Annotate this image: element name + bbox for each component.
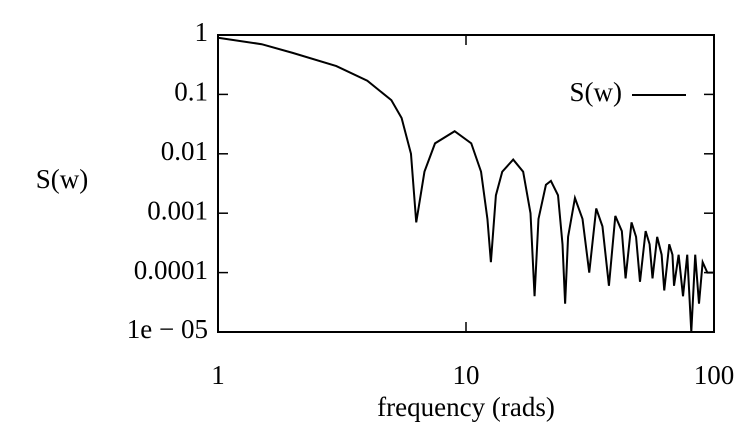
y-tick-label: 0.1 bbox=[174, 77, 208, 107]
data-line bbox=[217, 36, 714, 333]
plot-frame bbox=[217, 34, 715, 333]
y-tick-label: 0.001 bbox=[147, 195, 208, 225]
y-tick-label: 0.0001 bbox=[134, 255, 208, 285]
y-tick-label: 1 bbox=[195, 17, 209, 47]
legend-label: S(w) bbox=[570, 77, 623, 107]
y-tick-label: 0.01 bbox=[161, 136, 208, 166]
x-tick-label: 1 bbox=[211, 360, 225, 390]
x-tick-label: 100 bbox=[694, 360, 735, 390]
y-tick-label: 1e − 05 bbox=[127, 314, 208, 344]
x-tick-label: 10 bbox=[453, 360, 480, 390]
x-axis-label: frequency (rads) bbox=[377, 392, 555, 422]
y-axis-label: S(w) bbox=[36, 164, 89, 194]
